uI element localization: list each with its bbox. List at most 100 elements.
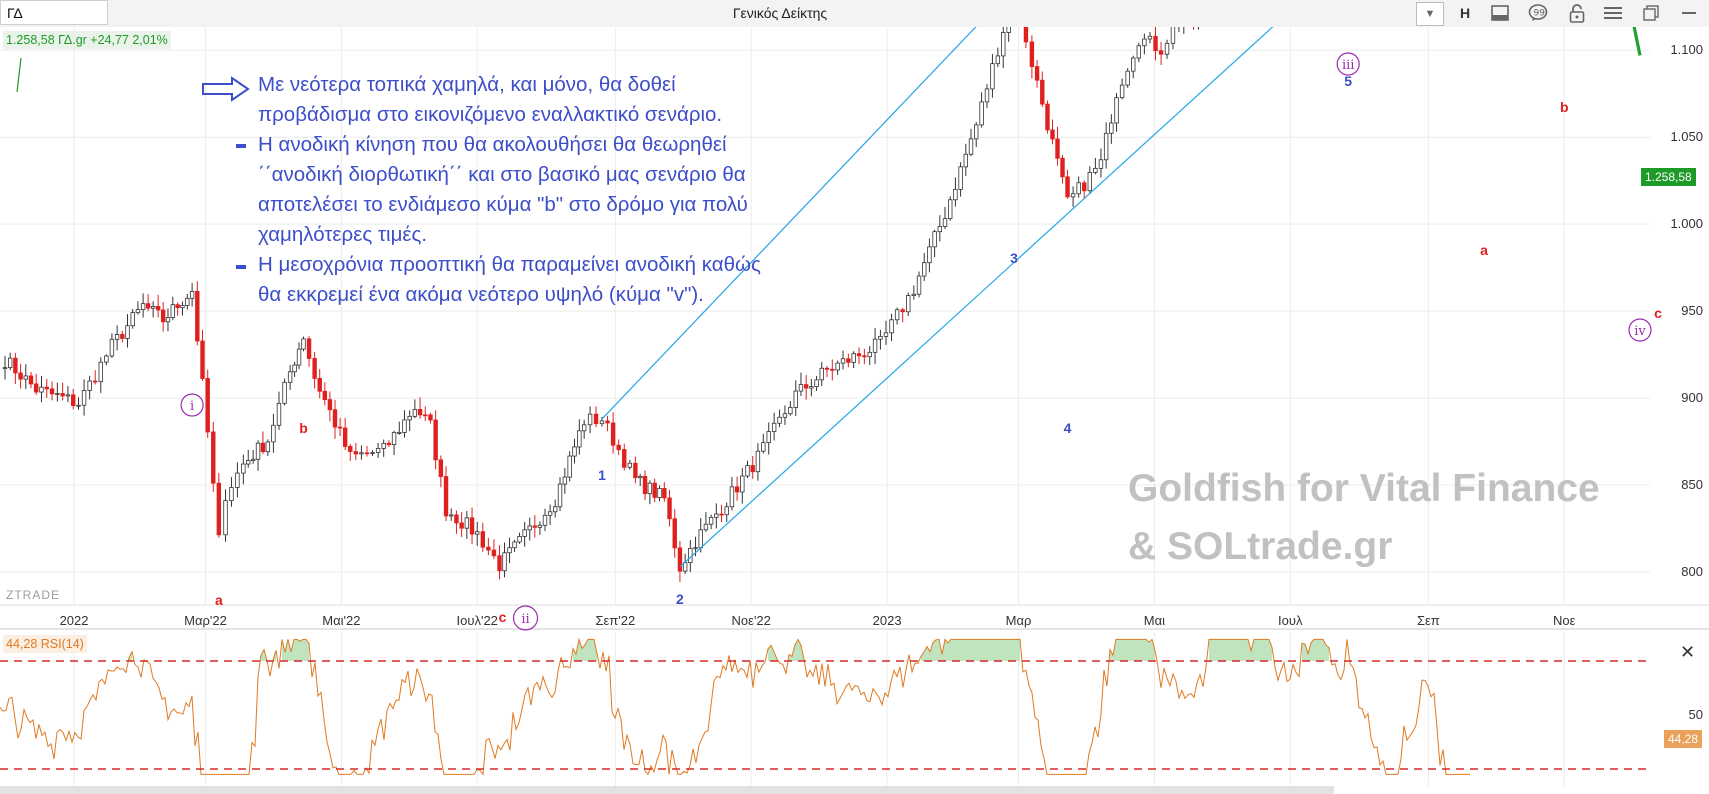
- channel-line: [601, 27, 977, 420]
- quote-label: 1.258,58 ΓΔ.gr +24,77 2,01%: [3, 31, 171, 49]
- lock-icon[interactable]: [1564, 2, 1590, 24]
- candle: [990, 53, 995, 98]
- candle: [180, 301, 185, 316]
- annotation-line: Η ανοδική κίνηση που θα ακολουθήσει θα θ…: [258, 133, 727, 156]
- rsi-tick-label: 50: [1689, 707, 1703, 722]
- candle: [856, 347, 862, 365]
- rsi-overbought-fill: [573, 639, 597, 661]
- bullet-icon: [236, 144, 246, 148]
- candle: [33, 373, 39, 395]
- candle: [750, 456, 755, 479]
- candle: [317, 369, 322, 399]
- candle: [170, 296, 176, 321]
- candle: [937, 215, 943, 242]
- layout-icon[interactable]: [1487, 2, 1513, 24]
- source-watermark: ZTRADE: [6, 588, 60, 602]
- candle: [23, 364, 28, 390]
- chart-canvas[interactable]: 1.3501.3001.2501.2001.1501.1001.0501.000…: [0, 27, 1709, 794]
- wave-label: c: [499, 609, 507, 625]
- candle: [953, 177, 958, 207]
- interval-button[interactable]: Η: [1459, 5, 1471, 21]
- candle: [851, 351, 856, 368]
- candle: [512, 539, 517, 552]
- candle: [1164, 39, 1170, 59]
- candle: [1153, 27, 1158, 61]
- x-tick-label: Ιουλ: [1278, 613, 1303, 628]
- candle: [301, 336, 306, 352]
- candle: [312, 351, 317, 389]
- y-axis: 1.3501.3001.2501.2001.1501.1001.0501.000…: [1670, 42, 1703, 579]
- candle: [567, 451, 572, 482]
- candle: [1093, 157, 1098, 175]
- candle: [2, 355, 8, 380]
- candle: [486, 537, 491, 556]
- candle: [49, 381, 55, 401]
- candle: [150, 301, 156, 318]
- chevron-down-icon[interactable]: ▼: [1416, 2, 1444, 26]
- menu-icon[interactable]: [1600, 2, 1626, 24]
- candle: [581, 419, 587, 439]
- wave-label: a: [215, 592, 223, 608]
- candle: [145, 294, 151, 312]
- horizontal-scrollbar[interactable]: [0, 786, 1334, 794]
- candle: [1001, 27, 1006, 69]
- candle: [507, 537, 512, 564]
- rsi-overbought-fill: [768, 645, 777, 661]
- candle: [449, 508, 454, 521]
- candle: [87, 375, 92, 400]
- annotation-line: προβάδισμα στο εικονιζόμενο εναλλακτικό …: [258, 103, 723, 126]
- candle: [353, 443, 359, 461]
- candle: [819, 361, 824, 387]
- candle: [13, 352, 18, 384]
- candle: [125, 314, 130, 348]
- candle: [894, 307, 900, 325]
- candle: [803, 375, 809, 400]
- close-icon[interactable]: [1676, 2, 1702, 24]
- candle: [900, 307, 905, 323]
- candle: [642, 470, 648, 501]
- candle: [703, 512, 709, 532]
- candle: [1158, 41, 1164, 65]
- wave-label: 4: [1064, 420, 1072, 436]
- panel-divider: [0, 628, 1709, 630]
- candle: [1114, 93, 1119, 132]
- candle: [867, 346, 872, 365]
- x-tick-label: Νοε: [1553, 613, 1576, 628]
- symbol-input[interactable]: ΓΔ: [0, 0, 108, 25]
- candle: [1040, 71, 1045, 107]
- candle: [1119, 78, 1125, 100]
- candle: [973, 121, 979, 148]
- y-tick-label: 1.050: [1670, 129, 1703, 144]
- price-panel: [0, 27, 1709, 605]
- candle: [140, 293, 146, 318]
- candle: [798, 372, 804, 396]
- rsi-overbought-fill: [921, 639, 1020, 661]
- candle: [443, 466, 449, 522]
- annotation-line: ΄΄ανοδική διορθωτική΄΄ και στο βασικό μα…: [258, 163, 746, 186]
- candle: [984, 84, 990, 108]
- candle: [433, 410, 438, 470]
- candle: [381, 439, 386, 457]
- candle: [93, 370, 98, 385]
- candle: [922, 253, 927, 282]
- close-indicator-icon[interactable]: ✕: [1680, 642, 1696, 662]
- candle: [814, 376, 819, 391]
- window-icon[interactable]: [1638, 2, 1664, 24]
- candle: [761, 433, 766, 454]
- rsi-overbought-fill: [1302, 639, 1329, 661]
- candle: [979, 92, 984, 128]
- candle: [557, 477, 563, 512]
- candle: [740, 468, 745, 504]
- chat-icon[interactable]: 99: [1525, 2, 1551, 24]
- rsi-overbought-fill: [282, 639, 309, 661]
- candle: [109, 333, 115, 358]
- candle: [771, 412, 777, 441]
- rsi-overbought-fill: [1110, 639, 1155, 661]
- candle: [942, 206, 948, 229]
- wave-label: 1: [598, 467, 606, 483]
- last-price-badge: 1.258,58: [1641, 168, 1696, 186]
- candle: [677, 540, 683, 582]
- candle: [491, 539, 497, 560]
- candle: [60, 382, 65, 401]
